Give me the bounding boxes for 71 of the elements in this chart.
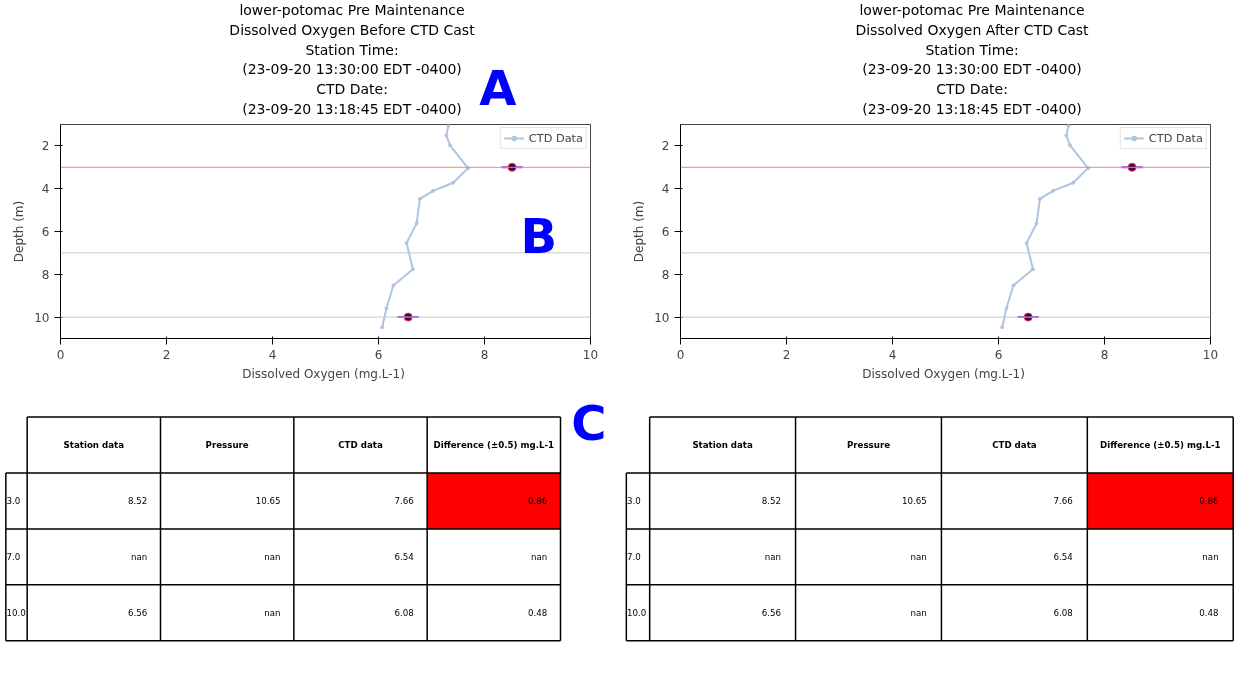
- y-axis-title: Depth (m): [632, 200, 647, 263]
- data-label: 0.86: [527, 496, 548, 507]
- x-tick-label: CTD data: [338, 440, 383, 451]
- y-tick-label: 6: [661, 225, 670, 239]
- data-label: 6.08: [1053, 608, 1073, 619]
- text: nan: [910, 551, 927, 562]
- x-tick-label: Station data: [692, 440, 754, 451]
- y-tick-label: 10.0: [627, 608, 647, 619]
- x-tick-label: 8: [1100, 347, 1109, 362]
- x-tick-label: 6: [994, 347, 1003, 362]
- y-tick-label: 6: [41, 225, 50, 239]
- text: nan: [764, 551, 781, 562]
- y-tick-label: 4: [661, 182, 670, 197]
- text: nan: [910, 607, 927, 618]
- text: nan: [1202, 551, 1219, 562]
- data-label: 8.52: [761, 496, 781, 507]
- text: nan: [530, 551, 548, 562]
- data-label: 6.56: [127, 608, 148, 619]
- y-tick-label: 7.0: [6, 552, 21, 563]
- x-tick-label: 6: [374, 347, 383, 362]
- legend-label: CTD Data: [1148, 131, 1203, 145]
- y-tick-label: 7.0: [627, 552, 641, 563]
- text: nan: [130, 551, 148, 562]
- data-label: 6.54: [394, 552, 415, 563]
- x-axis-title: Dissolved Oxygen (mg.L-1): [242, 366, 405, 381]
- y-tick-label: 3.0: [627, 496, 641, 507]
- y-tick-label: 8: [661, 267, 670, 282]
- chart-title: lower-potomac Pre Maintenance Dissolved Oxygen Before CTD Cast Station Time: (23-09-20 13:30:00 EDT -0400) CTD Date: (23-09-20 13:18:45 EDT -0400): [229, 2, 476, 117]
- text: nan: [264, 607, 281, 618]
- y-tick-label: 10.0: [6, 608, 26, 619]
- x-tick-label: Pressure: [205, 440, 249, 451]
- x-axis-title: Dissolved Oxygen (mg.L-1): [862, 366, 1025, 381]
- x-tick-label: Station data: [63, 440, 125, 451]
- x-tick-label: 4: [268, 347, 277, 362]
- data-label: 0.86: [1199, 496, 1219, 507]
- x-tick-label: Pressure: [846, 440, 891, 451]
- x-tick-label: 10: [582, 347, 599, 362]
- x-tick-label: 4: [888, 347, 897, 362]
- data-label: 6.56: [761, 608, 781, 619]
- chart-title: lower-potomac Pre Maintenance Dissolved Oxygen After CTD Cast Station Time: (23-09-20 13:30:00 EDT -0400) CTD Date: (23-09-20 13:18:45 EDT -0400): [855, 2, 1090, 117]
- data-label: 8.52: [127, 496, 148, 507]
- x-tick-label: CTD data: [992, 440, 1037, 451]
- x-tick-label: 10: [1202, 347, 1219, 362]
- data-label: 0.48: [527, 608, 548, 619]
- x-tick-label: 0: [56, 347, 65, 362]
- data-label: 10.65: [255, 496, 281, 507]
- x-tick-label: 2: [162, 347, 171, 362]
- text: nan: [264, 551, 281, 562]
- data-label: 7.66: [394, 496, 414, 507]
- x-tick-label: 2: [782, 347, 791, 362]
- data-label: 7.66: [1053, 496, 1073, 507]
- data-label: 10.65: [902, 496, 927, 507]
- y-tick-label: 4: [41, 182, 50, 197]
- annotation: B: [520, 207, 558, 264]
- x-tick-label: Difference (±0.5) mg.L-1: [1100, 440, 1221, 451]
- x-tick-label: Difference (±0.5) mg.L-1: [433, 440, 555, 451]
- y-tick-label: 10: [34, 310, 50, 325]
- data-label: 6.08: [394, 608, 414, 619]
- y-axis-title: Depth (m): [12, 200, 27, 263]
- y-tick-label: 8: [41, 267, 50, 282]
- text: C: [571, 394, 607, 451]
- text: A: [479, 60, 517, 117]
- data-label: 0.48: [1199, 608, 1219, 619]
- y-tick-label: 2: [41, 139, 50, 154]
- x-tick-label: 8: [480, 347, 489, 362]
- x-tick-label: 0: [676, 347, 685, 362]
- y-tick-label: 3.0: [6, 496, 21, 507]
- y-tick-label: 2: [661, 139, 670, 154]
- y-tick-label: 10: [654, 310, 670, 325]
- legend-label: CTD Data: [528, 131, 583, 145]
- data-label: 6.54: [1053, 552, 1074, 563]
